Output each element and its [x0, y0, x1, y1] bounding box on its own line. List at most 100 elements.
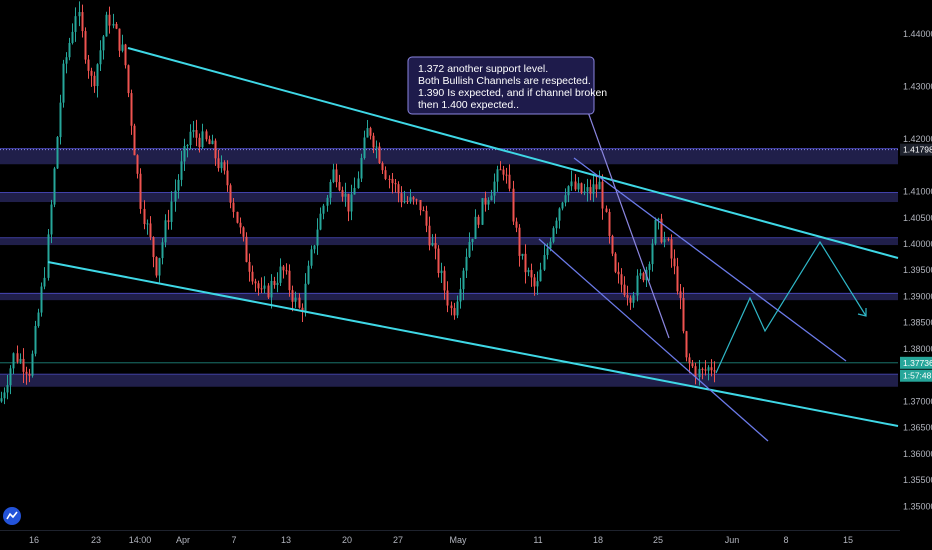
- candle-body: [236, 211, 239, 223]
- countdown-badge: [900, 369, 932, 382]
- candle-body: [59, 102, 62, 138]
- time-tick-label: 11: [533, 535, 542, 545]
- candle-body: [639, 273, 642, 276]
- zone-4[interactable]: [0, 374, 898, 387]
- candle-body: [685, 331, 688, 358]
- candle-body: [400, 193, 403, 203]
- candle-body: [282, 266, 285, 271]
- candle-body: [589, 187, 592, 194]
- candle-body: [366, 128, 369, 138]
- candle-body: [226, 170, 229, 186]
- candle-body: [580, 183, 583, 193]
- candle-body: [214, 140, 217, 159]
- time-tick-label: 15: [843, 535, 853, 545]
- lower-channel-line[interactable]: [47, 261, 899, 427]
- candle-body: [570, 181, 573, 187]
- candle-body: [629, 297, 632, 303]
- candle-body: [158, 258, 161, 276]
- callout-box: [407, 56, 595, 115]
- candle-body: [108, 14, 111, 26]
- time-tick-label: 27: [393, 535, 403, 545]
- candle-body: [552, 228, 555, 242]
- annotation-callout[interactable]: 1.372 another support level. Both Bullis…: [407, 56, 670, 339]
- candle-body: [319, 213, 322, 230]
- projection-path[interactable]: [715, 240, 867, 374]
- time-tick-label: 16: [29, 535, 39, 545]
- candle-body: [31, 353, 34, 376]
- upper-channel-line[interactable]: [127, 47, 899, 259]
- price-tick-label: 1.41000: [903, 187, 932, 197]
- last-price-badge-text: 1.37736: [903, 358, 932, 368]
- zone-3[interactable]: [0, 293, 898, 301]
- candle-body: [87, 59, 90, 71]
- price-axis-background: [900, 0, 932, 550]
- candle-body: [115, 23, 118, 29]
- zone-1[interactable]: [0, 192, 898, 203]
- candle-body: [360, 157, 363, 179]
- candle-body: [667, 239, 670, 241]
- candle-body: [543, 255, 546, 270]
- candle-body: [316, 229, 319, 246]
- time-axis[interactable]: 16 23 14:00 Apr 7 13 20 27 May 11 18 25 Jun 8 15: [0, 530, 900, 546]
- candle-body: [679, 291, 682, 298]
- candle-body: [431, 243, 434, 246]
- inner-channel-lower-line[interactable]: [538, 238, 769, 442]
- candle-body: [428, 225, 431, 246]
- candle-body: [468, 242, 471, 257]
- tradingview-logo[interactable]: [3, 507, 21, 525]
- countdown-badge-text: 1:57:48: [903, 371, 932, 381]
- candle-body: [322, 205, 325, 214]
- candle-body: [384, 170, 387, 179]
- candle-body: [180, 161, 183, 180]
- candle-body: [462, 270, 465, 290]
- candle-body: [329, 182, 332, 198]
- candle-body: [524, 253, 527, 273]
- candle-body: [43, 277, 46, 287]
- candle-body: [267, 285, 270, 298]
- candle-body: [279, 266, 282, 283]
- candle-body: [701, 368, 704, 370]
- zone-2[interactable]: [0, 237, 898, 246]
- candle-body: [614, 253, 617, 272]
- candle-body: [694, 366, 697, 377]
- candle-body: [477, 216, 480, 225]
- candle-body: [62, 63, 65, 103]
- candle-body: [474, 216, 477, 239]
- candle-body: [561, 202, 564, 209]
- candle-body: [539, 269, 542, 282]
- candle-body: [81, 12, 84, 32]
- candle-body: [161, 242, 164, 259]
- projection-arrowhead: [857, 308, 867, 317]
- candle-body: [177, 179, 180, 191]
- candle-body: [546, 248, 549, 256]
- candle-body: [105, 14, 108, 37]
- time-tick-label: Jun: [725, 535, 740, 545]
- candle-body: [397, 184, 400, 194]
- inner-channel-upper-line[interactable]: [573, 157, 847, 362]
- candle-body: [263, 285, 266, 289]
- candle-body: [626, 295, 629, 298]
- candle-body: [440, 270, 443, 274]
- candle-body: [415, 199, 418, 201]
- candle-body: [663, 239, 666, 243]
- callout-line-1: 1.372 another support level.: [418, 63, 548, 75]
- candle-body: [155, 257, 158, 276]
- candle-body: [465, 256, 468, 271]
- candle-body: [574, 181, 577, 190]
- candle-body: [403, 200, 406, 203]
- candle-body: [130, 93, 133, 126]
- candle-body: [313, 245, 316, 250]
- candle-body: [65, 57, 68, 64]
- candle-body: [195, 130, 198, 138]
- candle-body: [232, 202, 235, 212]
- candle-body: [521, 253, 524, 256]
- price-axis[interactable]: 1.44000 1.43000 1.42000 1.41000 1.40500 1.400…: [900, 0, 932, 550]
- candle-body: [326, 197, 329, 206]
- candle-body: [512, 188, 515, 222]
- candle-body: [530, 270, 533, 278]
- candle-body: [205, 131, 208, 140]
- candle-body: [394, 183, 397, 185]
- candle-body: [471, 238, 474, 243]
- candle-body: [673, 258, 676, 267]
